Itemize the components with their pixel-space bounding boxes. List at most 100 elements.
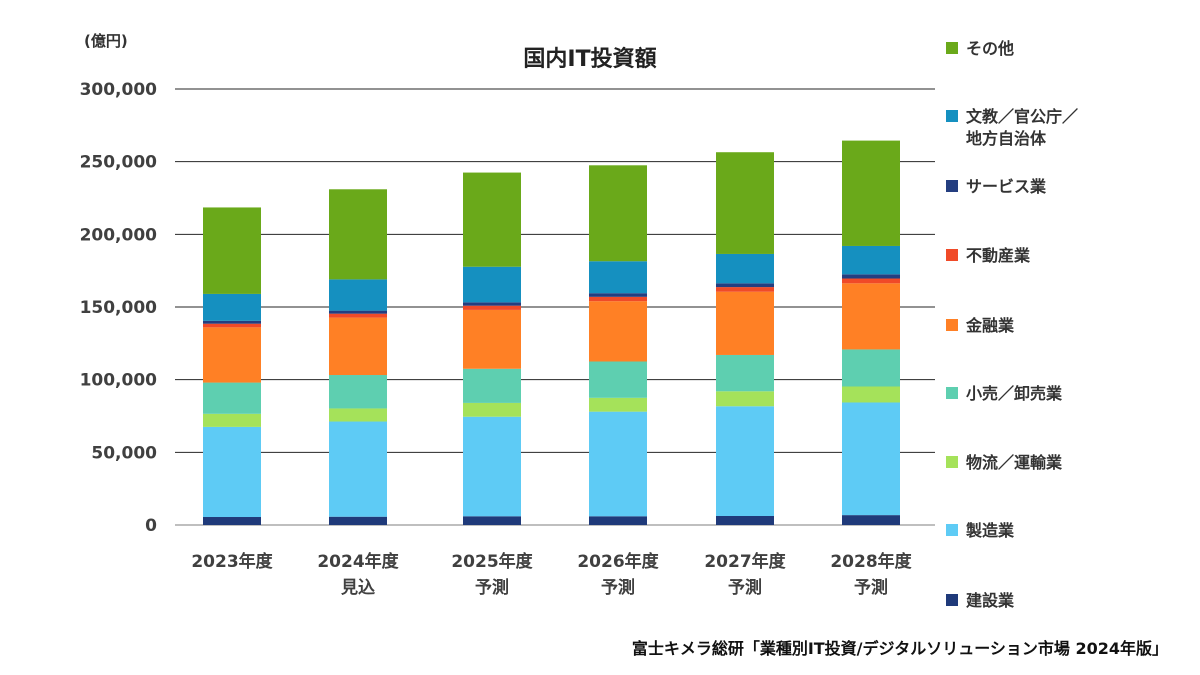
x-tick-label: 予測: [475, 577, 509, 598]
legend-swatch: [946, 456, 958, 468]
legend-swatch: [946, 387, 958, 399]
legend-item: 金融業: [946, 316, 1015, 335]
x-tick-label: 2023年度: [191, 551, 273, 572]
source-note: 富士キメラ総研「業種別IT投資/デジタルソリューション市場 2024年版」: [632, 639, 1168, 658]
bar-segment: [716, 515, 774, 525]
x-tick-label: 2024年度: [317, 551, 399, 572]
legend-label: その他: [966, 39, 1014, 58]
chart-title: 国内IT投資額: [523, 46, 656, 72]
bar-segment: [329, 516, 387, 525]
y-tick-label: 300,000: [80, 80, 158, 100]
legend-item: その他: [946, 39, 1014, 58]
bar-segment: [842, 402, 900, 516]
bar-segment: [463, 172, 521, 267]
bar-segment: [329, 421, 387, 517]
bar-segment: [589, 411, 647, 517]
legend-label: 金融業: [965, 316, 1015, 335]
bar-segment: [842, 278, 900, 284]
y-tick-label: 0: [145, 516, 157, 536]
x-tick-label: 2025年度: [451, 551, 533, 572]
legend-label: 地方自治体: [966, 129, 1047, 148]
y-tick-label: 200,000: [80, 225, 158, 245]
bar-segment: [716, 354, 774, 392]
x-tick-label: 2028年度: [830, 551, 912, 572]
bar-segment: [842, 245, 900, 275]
bar-segment: [463, 302, 521, 306]
bar-segment: [716, 291, 774, 355]
bar-segment: [716, 391, 774, 407]
y-tick-label: 50,000: [91, 443, 157, 463]
bar-segment: [842, 515, 900, 525]
legend-label: 製造業: [965, 521, 1015, 540]
bar-segment: [463, 416, 521, 517]
legend-swatch: [946, 319, 958, 331]
y-tick-label: 150,000: [80, 298, 158, 318]
bar-segment: [203, 517, 261, 525]
bar-segment: [203, 207, 261, 294]
bar-segment: [463, 305, 521, 310]
legend-swatch: [946, 42, 958, 54]
bar-segment: [589, 361, 647, 398]
legend-item: 小売／卸売業: [946, 384, 1063, 403]
y-axis-unit-label: (億円): [84, 32, 128, 50]
legend-label: 不動産業: [966, 246, 1031, 265]
legend-label: 物流／運輸業: [966, 453, 1063, 472]
legend-label: 建設業: [966, 591, 1015, 610]
bar-segment: [842, 283, 900, 350]
legend-item: 文教／官公庁／ 地方自治体: [946, 107, 1078, 148]
bar-segment: [716, 152, 774, 254]
legend-item: サービス業: [946, 177, 1047, 196]
bar-segment: [716, 253, 774, 284]
legend-label: サービス業: [966, 177, 1047, 196]
x-tick-label: 2026年度: [577, 551, 659, 572]
bar-segment: [842, 140, 900, 246]
grid-layer: [175, 88, 935, 526]
bar-segment: [329, 408, 387, 422]
bar-segment: [463, 516, 521, 525]
bar-segment: [329, 189, 387, 280]
bar-segment: [329, 317, 387, 376]
bar-segment: [203, 323, 261, 328]
bar-segment: [589, 516, 647, 525]
x-tick-label: 見込: [340, 578, 375, 598]
legend-item: 不動産業: [946, 246, 1031, 265]
bar-segment: [203, 327, 261, 383]
legend-swatch: [946, 110, 958, 122]
bar-segment: [589, 165, 647, 262]
bar-segment: [842, 349, 900, 387]
axis-layer: 0 50,000 100,000 150,000 200,000 250,000 300,0…: [80, 80, 913, 598]
bar-segment: [329, 313, 387, 318]
bar-segment: [842, 274, 900, 279]
bar-segment: [329, 279, 387, 311]
legend-label: 文教／官公庁／: [966, 107, 1078, 126]
y-tick-label: 100,000: [80, 371, 158, 391]
legend-item: 製造業: [946, 521, 1015, 540]
bar-segment: [589, 261, 647, 294]
bar-segment: [203, 413, 261, 427]
legend-item: 物流／運輸業: [946, 453, 1063, 472]
x-tick-label: 予測: [728, 577, 762, 598]
bar-segment: [589, 397, 647, 412]
bar-segment: [589, 301, 647, 362]
bar-segment: [329, 310, 387, 314]
legend-swatch: [946, 249, 958, 261]
bars-layer: [203, 140, 900, 525]
bar-segment: [716, 287, 774, 292]
bar-segment: [329, 375, 387, 409]
legend-label: 小売／卸売業: [966, 384, 1063, 403]
y-tick-label: 250,000: [80, 153, 158, 173]
x-tick-label: 予測: [854, 577, 888, 598]
bar-segment: [463, 309, 521, 369]
bar-segment: [716, 406, 774, 516]
bar-segment: [203, 382, 261, 414]
bar-segment: [203, 320, 261, 324]
bar-segment: [842, 386, 900, 403]
legend-item: 建設業: [946, 591, 1015, 610]
bar-segment: [463, 266, 521, 303]
x-tick-label: 予測: [601, 577, 635, 598]
bar-segment: [203, 426, 261, 518]
bar-segment: [589, 296, 647, 302]
legend-swatch: [946, 180, 958, 192]
